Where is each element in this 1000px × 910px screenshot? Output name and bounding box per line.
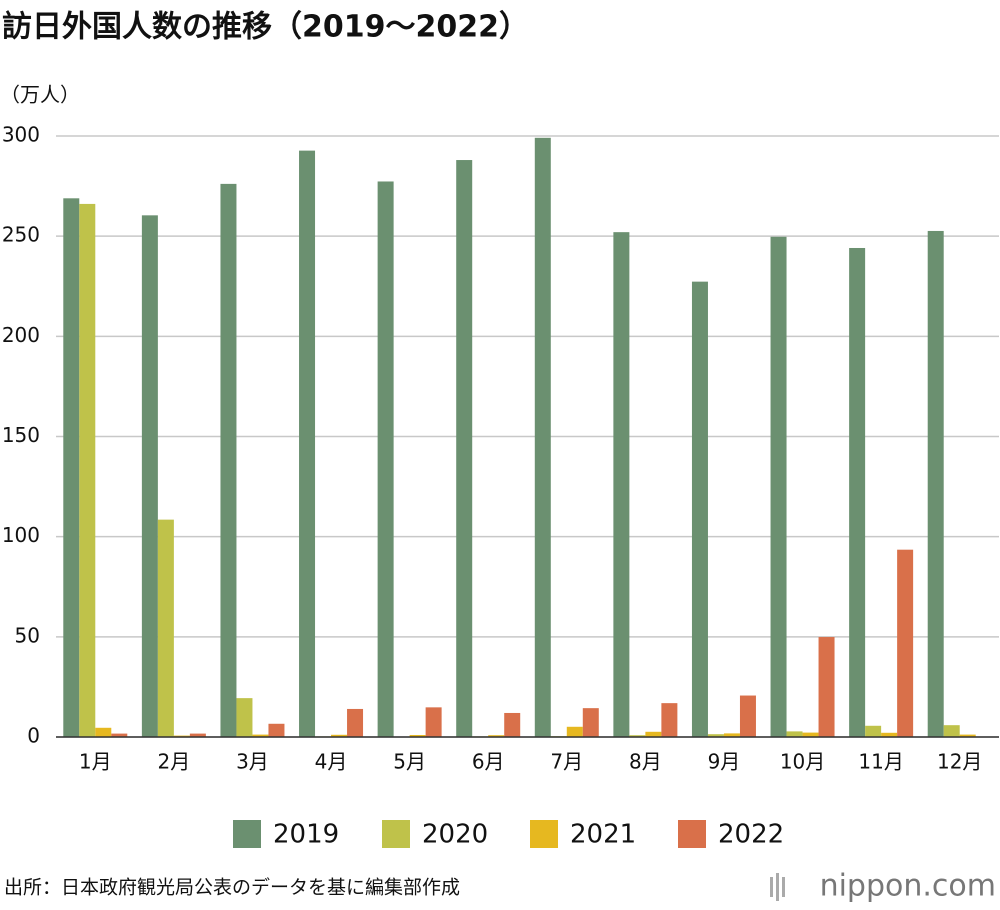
- bar: [691, 281, 708, 737]
- brand: nippon.com: [820, 869, 996, 904]
- bar: [252, 734, 269, 737]
- bar: [488, 735, 505, 737]
- legend-label: 2019: [273, 820, 339, 850]
- bar: [629, 735, 646, 737]
- bar: [63, 198, 80, 738]
- bar: [268, 723, 285, 737]
- bar: [141, 215, 158, 737]
- x-tick-label: 3月: [236, 750, 269, 774]
- bar: [927, 230, 944, 737]
- x-tick-label: 2月: [158, 750, 191, 774]
- x-tick-label: 8月: [629, 750, 662, 774]
- legend-label: 2022: [718, 820, 784, 850]
- bar: [157, 519, 174, 737]
- bar: [661, 703, 678, 737]
- x-tick-label: 12月: [937, 750, 982, 774]
- bar: [802, 732, 819, 737]
- bar: [739, 695, 756, 737]
- y-tick-label: 150: [2, 423, 40, 447]
- y-tick-label: 0: [27, 724, 40, 748]
- bar: [504, 712, 521, 737]
- bar: [645, 731, 662, 737]
- y-tick-label: 250: [2, 223, 40, 247]
- bar: [959, 734, 976, 737]
- bar: [707, 734, 724, 737]
- y-axis-label: （万人）: [0, 83, 80, 107]
- bar: [220, 183, 237, 738]
- bar: [865, 725, 882, 737]
- x-tick-label: 7月: [550, 750, 583, 774]
- chart-title: 訪日外国人数の推移（2019〜2022）: [2, 10, 529, 45]
- bar: [409, 734, 426, 737]
- bar: [331, 734, 348, 737]
- bar: [566, 726, 583, 737]
- bar: [943, 725, 960, 737]
- bar: [723, 733, 740, 737]
- x-tick-label: 6月: [472, 750, 505, 774]
- y-tick-label: 300: [2, 123, 40, 147]
- bar: [299, 150, 316, 737]
- bar: [236, 698, 253, 737]
- bar: [786, 731, 803, 737]
- bar: [818, 637, 835, 737]
- x-tick-label: 4月: [315, 750, 348, 774]
- y-tick-label: 100: [2, 523, 40, 547]
- bar: [613, 232, 630, 737]
- legend-swatch: [678, 820, 706, 848]
- bar: [456, 160, 473, 738]
- legend-swatch: [233, 820, 261, 848]
- x-tick-label: 5月: [393, 750, 426, 774]
- x-tick-label: 9月: [708, 750, 741, 774]
- bar: [849, 247, 866, 737]
- bar: [534, 137, 551, 738]
- bar: [881, 732, 898, 737]
- bar: [95, 727, 112, 737]
- legend-label: 2020: [422, 820, 488, 850]
- bar: [425, 707, 442, 737]
- x-tick-label: 1月: [79, 750, 112, 774]
- bar: [347, 708, 364, 737]
- legend-label: 2021: [570, 820, 636, 850]
- bar: [770, 236, 787, 737]
- x-tick-label: 11月: [858, 750, 903, 774]
- bar: [189, 733, 206, 737]
- legend-swatch: [382, 820, 410, 848]
- bar: [377, 181, 394, 738]
- legend-swatch: [530, 820, 558, 848]
- bar: [111, 733, 128, 737]
- y-tick-label: 200: [2, 323, 40, 347]
- source-note: 出所：日本政府観光局公表のデータを基に編集部作成: [4, 877, 460, 899]
- bar: [582, 708, 599, 737]
- brand-logo: [770, 873, 785, 901]
- y-tick-label: 50: [15, 623, 40, 647]
- bar: [897, 549, 914, 737]
- x-tick-label: 10月: [780, 750, 825, 774]
- bar: [79, 203, 96, 738]
